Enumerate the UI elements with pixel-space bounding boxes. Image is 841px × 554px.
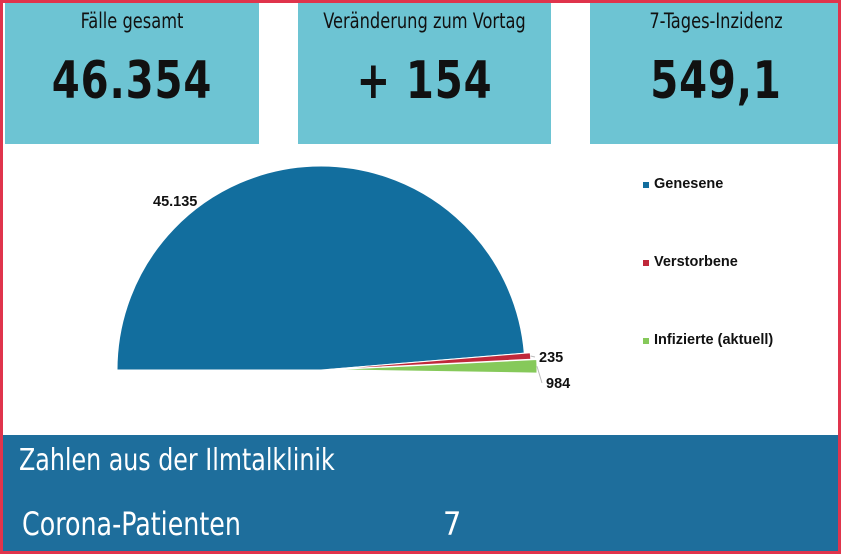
kpi-title: Veränderung zum Vortag (323, 9, 526, 33)
chart-data-labels: 45.135 235 984 (153, 194, 570, 392)
kpi-value: 46.354 (51, 51, 213, 111)
clinic-panel: Zahlen aus der Ilmtalklinik Corona-Patie… (3, 435, 838, 551)
kpi-title: 7-Tages-Inzidenz (649, 9, 783, 33)
half-pie-chart: 45.135 235 984 Genesene Verstorbene Infizier… (116, 165, 773, 392)
leader-line (536, 366, 543, 384)
data-label: 984 (546, 376, 570, 392)
kpi-value: + 154 (356, 51, 493, 111)
legend-swatch (643, 338, 649, 344)
legend-swatch (643, 182, 649, 188)
kpi-cases-total: Fälle gesamt 46.354 (5, 3, 259, 144)
legend-label: Infizierte (aktuell) (654, 332, 773, 348)
kpi-change-previous-day: Veränderung zum Vortag + 154 (298, 3, 551, 144)
kpi-value: 549,1 (650, 51, 782, 111)
legend-label: Verstorbene (654, 254, 738, 270)
kpi-title: Fälle gesamt (80, 9, 184, 33)
clinic-title: Zahlen aus der Ilmtalklinik (19, 443, 335, 478)
legend-swatch (643, 260, 649, 266)
clinic-row-label: Corona-Patienten (22, 505, 241, 543)
data-label: 45.135 (153, 194, 197, 210)
kpi-7-day-incidence: 7-Tages-Inzidenz 549,1 (590, 3, 838, 144)
leader-line (530, 355, 536, 358)
slice-genesene (116, 165, 525, 371)
clinic-row-value: 7 (443, 505, 462, 543)
chart-slices (116, 165, 538, 374)
legend-label: Genesene (654, 176, 723, 192)
chart-legend: Genesene Verstorbene Infizierte (aktuell) (643, 176, 773, 348)
data-label: 235 (539, 350, 563, 366)
chart-leader-lines (530, 355, 543, 384)
